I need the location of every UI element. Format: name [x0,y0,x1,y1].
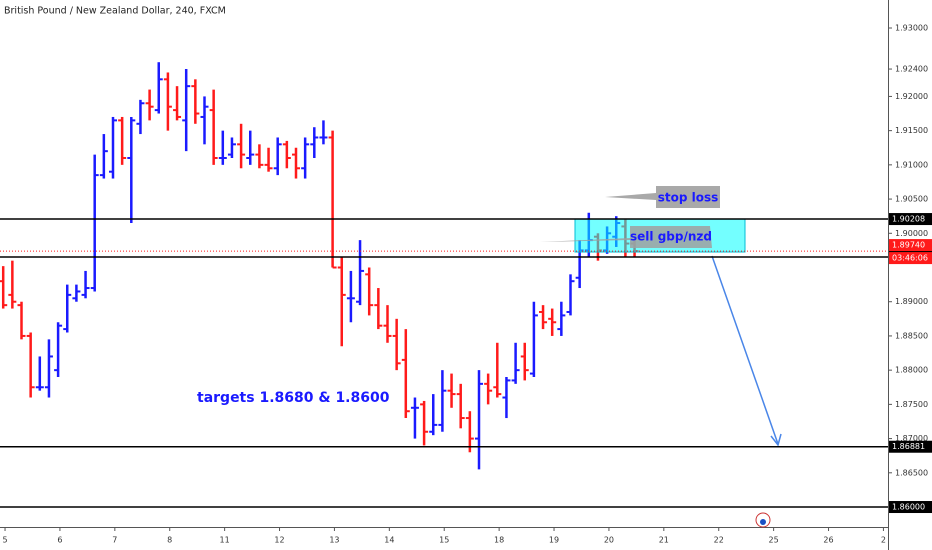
x-tick-label: 19 [549,536,559,545]
y-tick-label: 1.91000 [895,160,928,169]
x-tick-label: 22 [714,536,724,545]
price-tag [889,252,932,265]
stop-label: stop loss [658,191,719,205]
y-tick-label: 1.93000 [895,23,928,32]
x-tick-label: 14 [384,536,394,545]
y-tick-label: 1.86500 [895,468,928,477]
x-tick-label: 13 [329,536,339,545]
x-tick-label: 7 [112,536,117,545]
x-tick-label: 15 [439,536,449,545]
x-tick-label: 18 [494,536,504,545]
x-tick-label: 12 [274,536,284,545]
price-tag [889,213,932,226]
y-tick-label: 1.87500 [895,400,928,409]
x-tick-label: 8 [167,536,172,545]
y-tick-label: 1.88500 [895,331,928,340]
x-tick-label: 25 [769,536,779,545]
x-tick-label: 11 [220,536,230,545]
price-tag-label: 1.86881 [892,442,925,451]
x-tick-label: 21 [659,536,669,545]
bars [0,62,639,470]
price-tag [889,239,932,252]
y-tick-label: 1.87000 [895,434,928,443]
y-tick-label: 1.90000 [895,229,928,238]
price-tag-label: 1.90208 [892,215,925,224]
y-tick-label: 1.88000 [895,366,928,375]
y-tick-label: 1.91500 [895,126,928,135]
price-tag-label: 1.86000 [892,503,925,512]
arrow-head [770,433,782,447]
event-icon-dot [760,519,766,525]
x-tick-label: 5 [2,536,7,545]
chart-title: British Pound / New Zealand Dollar, 240,… [4,6,226,17]
x-tick-label: 2 [881,536,886,545]
y-tick-label: 1.92400 [895,65,928,74]
y-tick-label: 1.90500 [895,195,928,204]
targets-label: targets 1.8680 & 1.8600 [197,390,390,406]
price-tag-label: 03:46:06 [892,254,928,263]
price-tag [889,440,932,453]
price-tag-label: 1.89740 [892,241,925,250]
sell-callout [540,226,712,248]
target-arrow [711,255,779,445]
sell-label: sell gbp/nzd [630,230,712,244]
y-tick-label: 1.92000 [895,92,928,101]
price-tag [889,501,932,514]
stop-callout [605,186,720,208]
y-tick-label: 1.89000 [895,297,928,306]
x-tick-label: 6 [57,536,62,545]
x-tick-label: 20 [604,536,614,545]
x-tick-label: 26 [823,536,833,545]
